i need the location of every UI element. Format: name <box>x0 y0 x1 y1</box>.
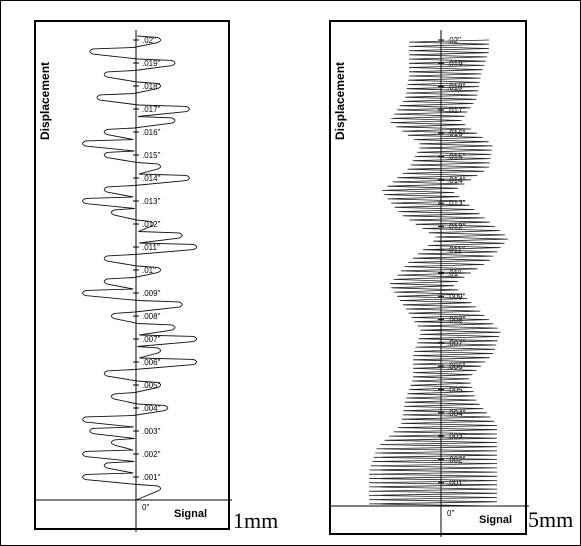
size-annotation-1mm: 1mm <box>233 508 279 533</box>
y-tick-label: .02" <box>447 36 461 45</box>
y-tick-label: .008" <box>142 312 161 321</box>
y-tick-label: .02" <box>142 36 156 45</box>
y-tick-label: .019" <box>142 59 161 68</box>
signal-series-line <box>82 35 198 501</box>
chart-panel-5mm: Displacement 0" .001" .002" .003" .004" .005"… <box>329 20 529 537</box>
y-tick-label: .005" <box>447 386 466 395</box>
y-tick-label: .012" <box>447 222 466 231</box>
y-tick-label: 0" <box>447 509 454 518</box>
y-tick-label: .018" <box>142 82 161 91</box>
y-tick-label: .007" <box>447 339 466 348</box>
y-tick-label: .012" <box>142 220 161 229</box>
signal-series-line <box>368 39 509 507</box>
x-axis-label: Signal <box>174 508 208 520</box>
size-annotation-5mm: 5mm <box>528 507 574 532</box>
x-axis-label: Signal <box>479 514 513 526</box>
y-tick-label: .001" <box>142 473 161 482</box>
y-tick-label: .004" <box>142 404 161 413</box>
y-tick-label: .016" <box>142 128 161 137</box>
y-tick-label: .015" <box>447 153 466 162</box>
y-tick-label: .002" <box>142 450 161 459</box>
y-tick-label: .008" <box>447 316 466 325</box>
y-tick-label: .005" <box>142 381 161 390</box>
y-tick-label: .001" <box>447 479 466 488</box>
y-tick-label: .009" <box>142 289 161 298</box>
y-tick-label: .017" <box>142 105 161 114</box>
y-tick-label: .011" <box>447 246 465 255</box>
y-tick-label: .01" <box>142 266 156 275</box>
y-tick-label: .006" <box>142 358 161 367</box>
y-tick-label: .003" <box>447 432 466 441</box>
y-tick-label: .015" <box>142 151 161 160</box>
chart-5mm-svg: 0".001".002".003".004".005".006".007".00… <box>331 30 529 537</box>
y-tick-label: .009" <box>447 292 466 301</box>
y-tick-label: .017" <box>447 106 466 115</box>
chart-1mm-svg: 0" .001" .002" .003" .004" .005" .006" .007" .00… <box>36 30 232 532</box>
y-tick-label: .019" <box>447 59 466 68</box>
y-tick-label: .011" <box>142 243 160 252</box>
y-tick-label: .013" <box>447 199 466 208</box>
y-tick-label: .007" <box>142 335 161 344</box>
y-tick-label: 0" <box>142 503 149 512</box>
y-tick-label: .003" <box>142 427 161 436</box>
y-tick-label: .013" <box>142 197 161 206</box>
chart-panel-1mm: Displacement 0" .001" .002" .003" .004" .005"… <box>34 20 232 532</box>
y-tick-label: .014" <box>142 174 161 183</box>
